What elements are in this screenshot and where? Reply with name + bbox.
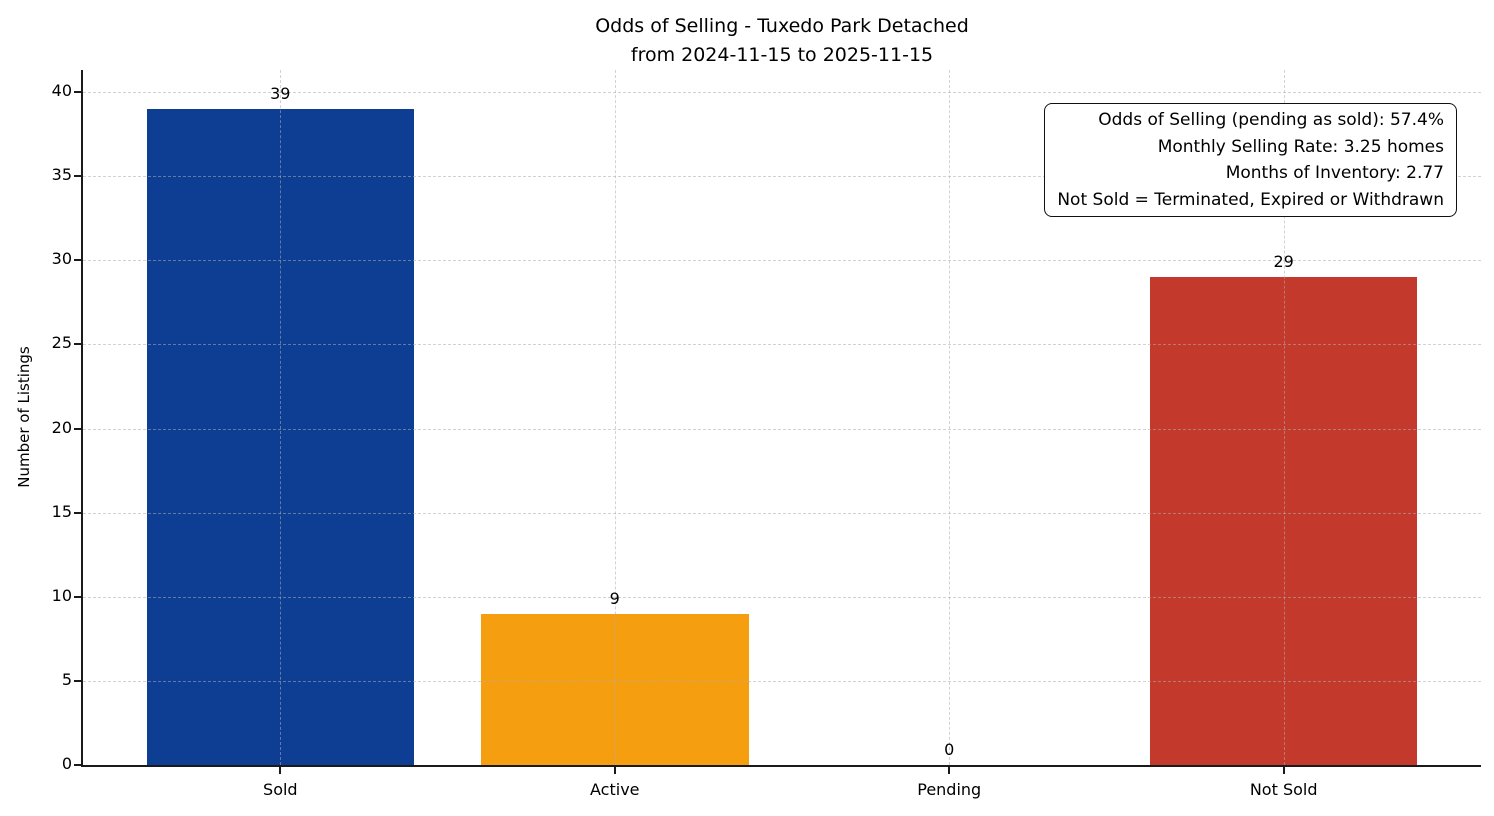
y-tick-mark — [74, 175, 83, 178]
y-axis — [81, 70, 83, 767]
y-tick-mark — [74, 595, 83, 598]
y-tick-mark — [74, 764, 83, 766]
bar-value-label-sold: 39 — [270, 83, 291, 103]
grid-line-vertical — [614, 70, 616, 765]
y-tick-label-35: 35 — [51, 165, 72, 185]
grid-line-horizontal — [83, 92, 1481, 93]
grid-line-vertical — [949, 70, 951, 765]
y-tick-mark — [74, 259, 83, 262]
y-tick-label-10: 10 — [51, 585, 72, 605]
annotation-line-inventory: Months of Inventory: 2.77 — [1225, 163, 1444, 183]
y-tick-label-20: 20 — [51, 417, 72, 437]
y-axis-label: Number of Listings — [15, 346, 33, 488]
chart-title-line2: from 2024-11-15 to 2025-11-15 — [630, 44, 934, 66]
bar-value-label-pending: 0 — [944, 740, 955, 759]
y-tick-mark — [74, 511, 83, 514]
y-tick-mark — [74, 679, 83, 682]
x-axis — [81, 765, 1481, 767]
y-tick-label-25: 25 — [51, 333, 72, 353]
x-tick-label-pending: Pending — [917, 780, 982, 799]
x-tick-mark — [279, 765, 282, 774]
y-tick-label-0: 0 — [61, 754, 72, 773]
x-tick-label-active: Active — [590, 780, 640, 799]
bar-active — [480, 613, 749, 765]
grid-line-horizontal — [83, 260, 1481, 262]
grid-line-horizontal — [83, 512, 1481, 514]
bar-not-sold — [1149, 277, 1418, 765]
y-tick-label-30: 30 — [51, 249, 72, 269]
bar-value-label-not-sold: 29 — [1273, 252, 1294, 272]
bar-value-label-active: 9 — [609, 588, 620, 608]
grid-line-horizontal — [83, 428, 1481, 430]
x-tick-mark — [1282, 765, 1285, 774]
grid-line-horizontal — [83, 680, 1481, 682]
y-tick-mark — [74, 427, 83, 430]
y-tick-mark — [74, 343, 83, 346]
y-tick-mark — [74, 91, 83, 93]
chart-title: Odds of Selling - Tuxedo Park Detached f… — [83, 12, 1481, 70]
annotation-line-odds: Odds of Selling (pending as sold): 57.4% — [1098, 110, 1444, 130]
x-tick-label-not-sold: Not Sold — [1249, 780, 1318, 799]
y-tick-label-5: 5 — [61, 669, 72, 689]
grid-line-vertical — [280, 70, 282, 765]
annotation-line-rate: Monthly Selling Rate: 3.25 homes — [1157, 136, 1444, 157]
grid-line-vertical — [1283, 70, 1285, 765]
annotation-box: Odds of Selling (pending as sold): 57.4%… — [1044, 103, 1457, 217]
grid-line-horizontal — [83, 176, 1481, 178]
y-tick-label-15: 15 — [51, 501, 72, 521]
x-tick-label-sold: Sold — [263, 780, 298, 799]
y-tick-label-40: 40 — [51, 81, 72, 100]
annotation-line-notsold: Not Sold = Terminated, Expired or Withdr… — [1057, 189, 1444, 210]
grid-line-horizontal — [83, 344, 1481, 346]
chart-title-line1: Odds of Selling - Tuxedo Park Detached — [595, 15, 969, 37]
grid-line-horizontal — [83, 596, 1481, 598]
x-tick-mark — [613, 765, 616, 774]
x-tick-mark — [948, 765, 951, 774]
bar-sold — [146, 108, 415, 765]
